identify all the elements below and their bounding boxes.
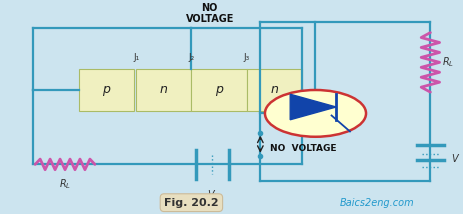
Text: J₂: J₂: [188, 53, 194, 62]
Bar: [191, 69, 247, 111]
Text: Fig. 20.2: Fig. 20.2: [164, 198, 219, 208]
Text: n: n: [270, 83, 278, 97]
Text: NO
VOLTAGE: NO VOLTAGE: [186, 3, 234, 24]
Text: p: p: [215, 83, 223, 97]
Text: NO  VOLTAGE: NO VOLTAGE: [269, 144, 336, 153]
Circle shape: [265, 90, 366, 137]
Polygon shape: [290, 94, 336, 120]
Text: $R_L$: $R_L$: [442, 55, 454, 69]
Text: n: n: [160, 83, 168, 97]
Bar: [79, 69, 134, 111]
Text: p: p: [102, 83, 110, 97]
Text: $V$: $V$: [451, 152, 460, 164]
Text: $V$: $V$: [207, 188, 217, 200]
Bar: [247, 69, 302, 111]
Text: Baics2eng.com: Baics2eng.com: [340, 198, 415, 208]
Text: J₃: J₃: [244, 53, 250, 62]
Text: $R_L$: $R_L$: [59, 177, 71, 191]
Text: J₁: J₁: [133, 53, 139, 62]
Bar: [136, 69, 191, 111]
